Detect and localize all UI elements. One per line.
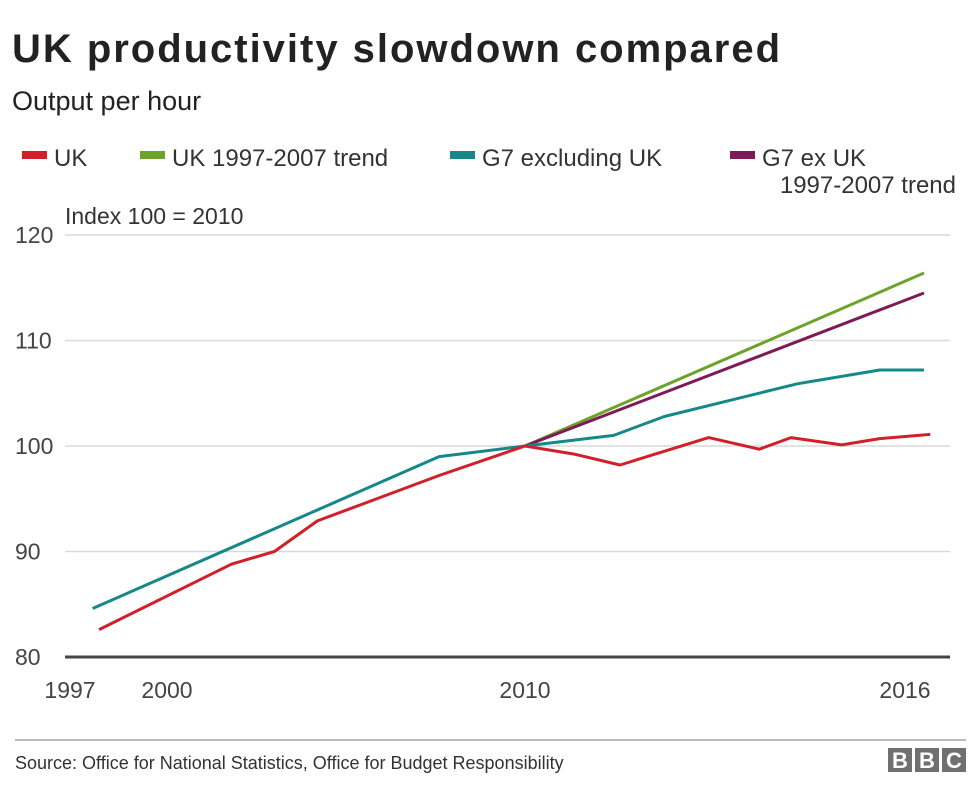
y-tick-label: 100 — [15, 433, 53, 459]
x-tick-label: 2000 — [141, 677, 192, 703]
y-tick-label: 120 — [15, 222, 53, 248]
series-lines — [91, 271, 931, 631]
bbc-logo-block — [888, 748, 912, 772]
legend-item: UK 1997-2007 trend — [140, 145, 388, 172]
legend-swatch — [140, 151, 165, 159]
chart-subtitle: Output per hour — [12, 86, 201, 116]
x-tick-label: 2016 — [879, 677, 930, 703]
chart-title: UK productivity slowdown compared — [12, 27, 780, 71]
legend-swatch — [450, 151, 475, 159]
series-line-g7-excluding-uk — [91, 368, 924, 610]
bbc-logo-letter: B — [892, 748, 908, 773]
x-axis-ticks: 1997 2000 2010 2016 — [44, 677, 930, 703]
legend-label: UK — [54, 145, 87, 172]
gridlines — [65, 234, 950, 553]
series-line-uk — [98, 432, 931, 631]
legend-label: G7 excluding UK — [482, 145, 662, 172]
y-axis-ticks: 80 90 100 110 120 — [15, 222, 53, 670]
legend-swatch — [730, 151, 755, 159]
x-tick-label: 1997 — [44, 677, 95, 703]
legend-item: UK — [22, 145, 87, 172]
bbc-logo-letter: C — [946, 748, 962, 773]
legend-swatch — [22, 151, 47, 159]
legend-item: G7 excluding UK — [450, 145, 662, 172]
legend-label: G7 ex UK — [762, 145, 866, 172]
series-line-uk-1997-2007-trend — [524, 271, 925, 448]
legend-label: UK 1997-2007 trend — [172, 145, 388, 172]
series-line-g7-ex-uk-1997-2007-trend — [524, 291, 925, 448]
y-axis-label: Index 100 = 2010 — [65, 203, 243, 229]
legend-label: 1997-2007 trend — [780, 172, 956, 199]
bbc-logo-letter: B — [919, 748, 935, 773]
legend: UK UK 1997-2007 trend G7 excluding UK G7 ex… — [22, 145, 956, 199]
y-tick-label: 110 — [15, 328, 52, 354]
y-tick-label: 80 — [15, 644, 41, 670]
bbc-logo-block — [942, 748, 966, 772]
bbc-logo-block — [915, 748, 939, 772]
source-note: Source: Office for National Statistics, … — [15, 753, 564, 773]
y-tick-label: 90 — [15, 539, 41, 565]
x-tick-label: 2010 — [499, 677, 550, 703]
